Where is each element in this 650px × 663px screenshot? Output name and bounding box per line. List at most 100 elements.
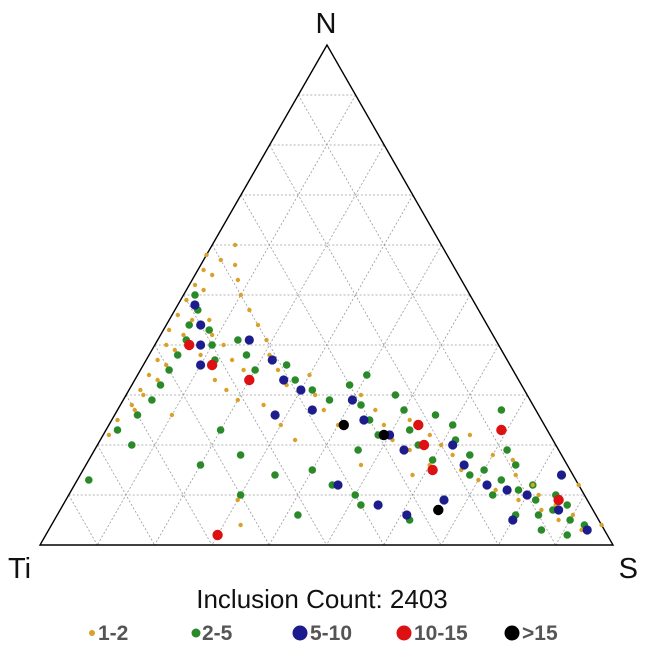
point-2-5 bbox=[308, 466, 317, 474]
point-1-2 bbox=[238, 292, 243, 298]
grid-line-ti bbox=[125, 394, 213, 546]
legend-marker bbox=[396, 625, 412, 641]
point-1-2 bbox=[166, 327, 172, 333]
legend-label: 2-5 bbox=[202, 622, 233, 645]
point-1-2 bbox=[198, 352, 203, 358]
legend-item: 2-5 bbox=[191, 622, 233, 645]
point-1-2 bbox=[255, 322, 261, 328]
point-2-5 bbox=[480, 466, 488, 474]
point-1-2 bbox=[530, 482, 535, 488]
grid-line-s bbox=[326, 294, 471, 546]
point-1-2 bbox=[189, 317, 195, 323]
legend: 1-2 2-5 5-10 10-15 >15 bbox=[89, 622, 558, 645]
point-5-10 bbox=[307, 405, 317, 415]
point-10-15 bbox=[427, 464, 438, 476]
legend-marker bbox=[292, 625, 308, 641]
point-1-2 bbox=[232, 262, 238, 268]
point-2-5 bbox=[503, 446, 511, 454]
point-1-2 bbox=[510, 457, 515, 463]
point-2-5 bbox=[391, 391, 400, 399]
legend-item: 5-10 bbox=[292, 622, 352, 645]
triangle-frame bbox=[38, 43, 615, 546]
point-1-2 bbox=[476, 477, 481, 483]
point-1-2 bbox=[106, 432, 112, 438]
point-1-2 bbox=[373, 407, 378, 413]
point-2-5 bbox=[271, 471, 279, 479]
point-1-2 bbox=[155, 377, 160, 383]
point-5-10 bbox=[279, 375, 289, 385]
grid-line-ti bbox=[269, 144, 499, 546]
point-10-15 bbox=[184, 339, 195, 351]
legend-item: 10-15 bbox=[396, 622, 468, 645]
point-5-10 bbox=[554, 505, 564, 515]
legend-marker bbox=[191, 628, 201, 638]
point-5-10 bbox=[270, 410, 280, 420]
point-5-10 bbox=[556, 470, 567, 480]
point-2-5 bbox=[294, 511, 302, 519]
point-1-2 bbox=[536, 492, 541, 498]
point-2-5 bbox=[236, 451, 245, 459]
point-5-10 bbox=[448, 440, 458, 450]
point-1-2 bbox=[381, 422, 387, 428]
data-points bbox=[85, 242, 604, 541]
point-1-2 bbox=[599, 522, 604, 528]
point-2-5 bbox=[242, 351, 251, 359]
point-2-5 bbox=[563, 501, 571, 509]
point-1-2 bbox=[212, 377, 218, 383]
point-2-5 bbox=[466, 471, 474, 479]
point-2-5 bbox=[405, 426, 414, 434]
point-5-10 bbox=[482, 480, 492, 490]
point-10-15 bbox=[206, 359, 218, 371]
point-1-2 bbox=[181, 332, 186, 338]
point-5-10 bbox=[196, 340, 206, 350]
point-1-2 bbox=[132, 407, 137, 413]
point-1-2 bbox=[235, 497, 240, 503]
point-2-5 bbox=[357, 401, 365, 409]
point-1-2 bbox=[184, 297, 189, 303]
point-1-2 bbox=[201, 287, 206, 293]
point-2-5 bbox=[196, 461, 205, 469]
point-1-2 bbox=[209, 332, 215, 338]
point-1-2 bbox=[307, 372, 312, 378]
grid-line-s bbox=[440, 394, 528, 546]
point-2-5 bbox=[325, 396, 334, 404]
point-1-2 bbox=[210, 272, 215, 278]
point-1-2 bbox=[204, 252, 209, 258]
point-2-5 bbox=[537, 526, 546, 534]
point-2-5 bbox=[514, 486, 523, 494]
vertex-label-top: N bbox=[316, 8, 337, 40]
point-10-15 bbox=[418, 439, 430, 451]
grid-line-ti bbox=[297, 94, 557, 546]
point-2-5 bbox=[251, 366, 259, 374]
point-1-2 bbox=[407, 447, 412, 453]
point-1-2 bbox=[155, 357, 160, 363]
point-1-2 bbox=[207, 317, 212, 323]
point-1-2 bbox=[579, 527, 584, 533]
legend-label: 5-10 bbox=[310, 622, 352, 645]
point-5-10 bbox=[402, 510, 412, 520]
point-2-5 bbox=[511, 461, 520, 469]
point-2-5 bbox=[566, 516, 574, 524]
legend-label: 10-15 bbox=[414, 622, 468, 645]
point-2-5 bbox=[363, 371, 371, 379]
point-1-2 bbox=[467, 432, 473, 438]
point-2-5 bbox=[234, 336, 242, 344]
point-2-5 bbox=[351, 491, 360, 499]
point-2-5 bbox=[148, 396, 156, 404]
point-1-2 bbox=[169, 412, 175, 418]
point-1-2 bbox=[115, 417, 120, 423]
point-2-5 bbox=[236, 491, 245, 499]
point-10-15 bbox=[496, 424, 507, 436]
point-2-5 bbox=[531, 496, 540, 504]
point-2-5 bbox=[173, 351, 182, 359]
point-2-5 bbox=[165, 366, 173, 374]
point-1-2 bbox=[201, 267, 206, 273]
grid-line-s bbox=[154, 144, 385, 546]
point-2-5 bbox=[191, 291, 199, 299]
point-2-5 bbox=[85, 476, 93, 484]
point-5-10 bbox=[439, 495, 449, 505]
point-2-5 bbox=[216, 426, 225, 434]
point-2-5 bbox=[133, 411, 142, 419]
point-2-5 bbox=[113, 426, 122, 434]
point-1-2 bbox=[235, 397, 240, 403]
